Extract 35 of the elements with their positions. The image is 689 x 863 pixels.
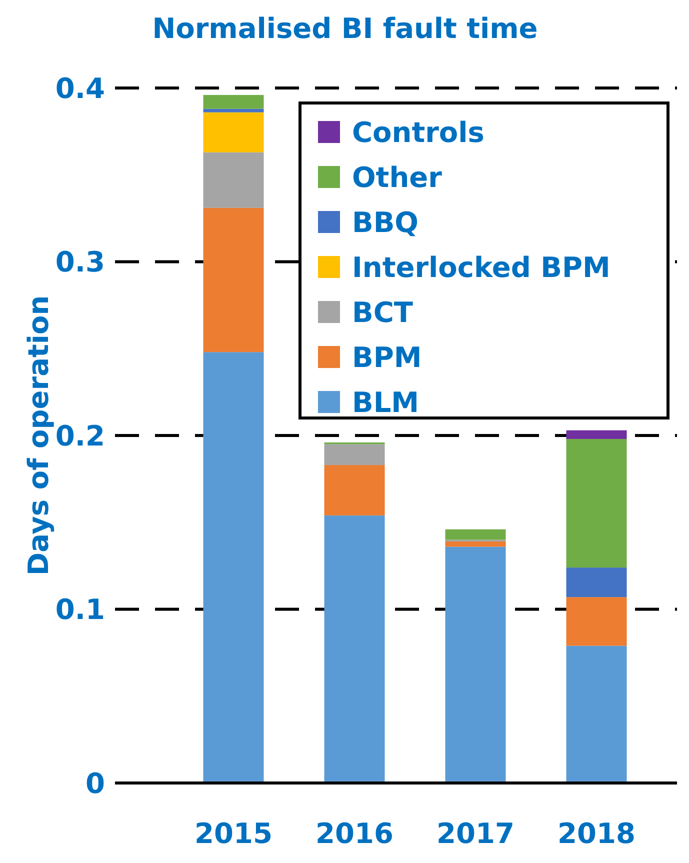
bar [203, 208, 264, 352]
y-axis-title: Days of operation [22, 295, 55, 576]
bar [324, 444, 385, 466]
y-tick-label: 0.4 [55, 72, 105, 105]
legend-label: Interlocked BPM [352, 250, 610, 284]
x-tick-label: 2018 [558, 817, 636, 850]
x-tick-label: 2017 [436, 817, 514, 850]
bar [203, 352, 264, 783]
bar [203, 94, 264, 109]
bar [203, 112, 264, 152]
legend-label: BBQ [352, 206, 418, 239]
bar [203, 152, 264, 208]
bar [203, 108, 264, 112]
bar [566, 430, 627, 439]
bar [445, 541, 506, 547]
bar [566, 438, 627, 568]
legend-label: BPM [352, 340, 422, 374]
bar [324, 465, 385, 516]
legend-label: Controls [352, 116, 484, 149]
x-tick-label: 2015 [194, 817, 272, 850]
bar [566, 568, 627, 598]
y-tick-label: 0.1 [55, 593, 105, 626]
bar [445, 546, 506, 783]
y-tick-label: 0.2 [55, 419, 105, 452]
bar [566, 597, 627, 646]
x-tick-label: 2016 [316, 817, 394, 850]
legend-label: BLM [352, 386, 420, 419]
legend-label: BCT [352, 296, 413, 329]
bar [445, 529, 506, 540]
legend-label: Other [352, 160, 442, 194]
bar [566, 646, 627, 783]
y-tick-label: 0 [86, 766, 105, 800]
y-tick-label: 0.3 [55, 246, 105, 279]
bar [324, 515, 385, 783]
chart-title: Normalised BI fault time [152, 12, 538, 45]
